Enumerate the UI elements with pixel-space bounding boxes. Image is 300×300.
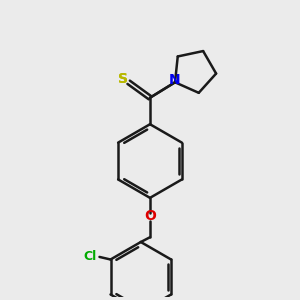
- Text: N: N: [169, 73, 180, 87]
- Text: O: O: [144, 209, 156, 223]
- Text: S: S: [118, 72, 128, 86]
- Text: Cl: Cl: [83, 250, 97, 263]
- Text: S: S: [118, 72, 128, 86]
